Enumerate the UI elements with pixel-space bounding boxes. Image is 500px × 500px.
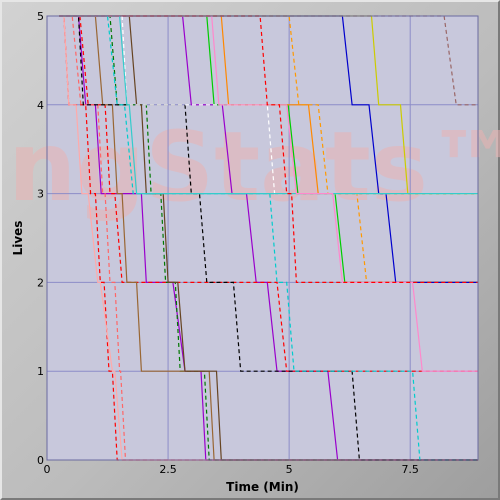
- y-tick-label: 1: [37, 365, 44, 378]
- plot-border: [46, 15, 479, 461]
- series-line-13: [59, 15, 478, 283]
- series-line-5: [59, 15, 478, 461]
- y-tick-label: 0: [37, 454, 44, 467]
- series-line-1: [59, 15, 478, 461]
- series-line-7: [59, 15, 478, 283]
- x-axis-ticks: 0 2.5 5 7.5: [44, 463, 419, 476]
- series-line-6: [59, 15, 478, 461]
- series-line-20: [59, 15, 478, 372]
- y-tick-label: 3: [37, 188, 44, 201]
- series-line-9: [59, 15, 478, 461]
- series-line-2: [59, 15, 478, 461]
- series-line-18: [59, 15, 478, 461]
- x-tick-label: 0: [44, 463, 51, 476]
- series-line-16: [59, 15, 478, 461]
- y-axis-ticks: 0 1 2 3 4 5: [37, 10, 44, 467]
- x-axis-title: Time (Min): [226, 480, 299, 494]
- x-tick-label: 5: [286, 463, 293, 476]
- watermark-text: ngStats™: [8, 111, 500, 223]
- series-line-21: [59, 15, 478, 283]
- y-tick-label: 2: [37, 276, 44, 289]
- y-tick-label: 5: [37, 10, 44, 23]
- watermark: ngStats™: [8, 111, 500, 223]
- plot-area: [47, 16, 478, 460]
- y-tick-label: 4: [37, 99, 44, 112]
- x-tick-label: 2.5: [159, 463, 177, 476]
- x-tick-label: 7.5: [401, 463, 419, 476]
- series-line-3: [59, 15, 478, 372]
- y-axis-title: Lives: [11, 221, 25, 256]
- series-line-10: [59, 15, 478, 461]
